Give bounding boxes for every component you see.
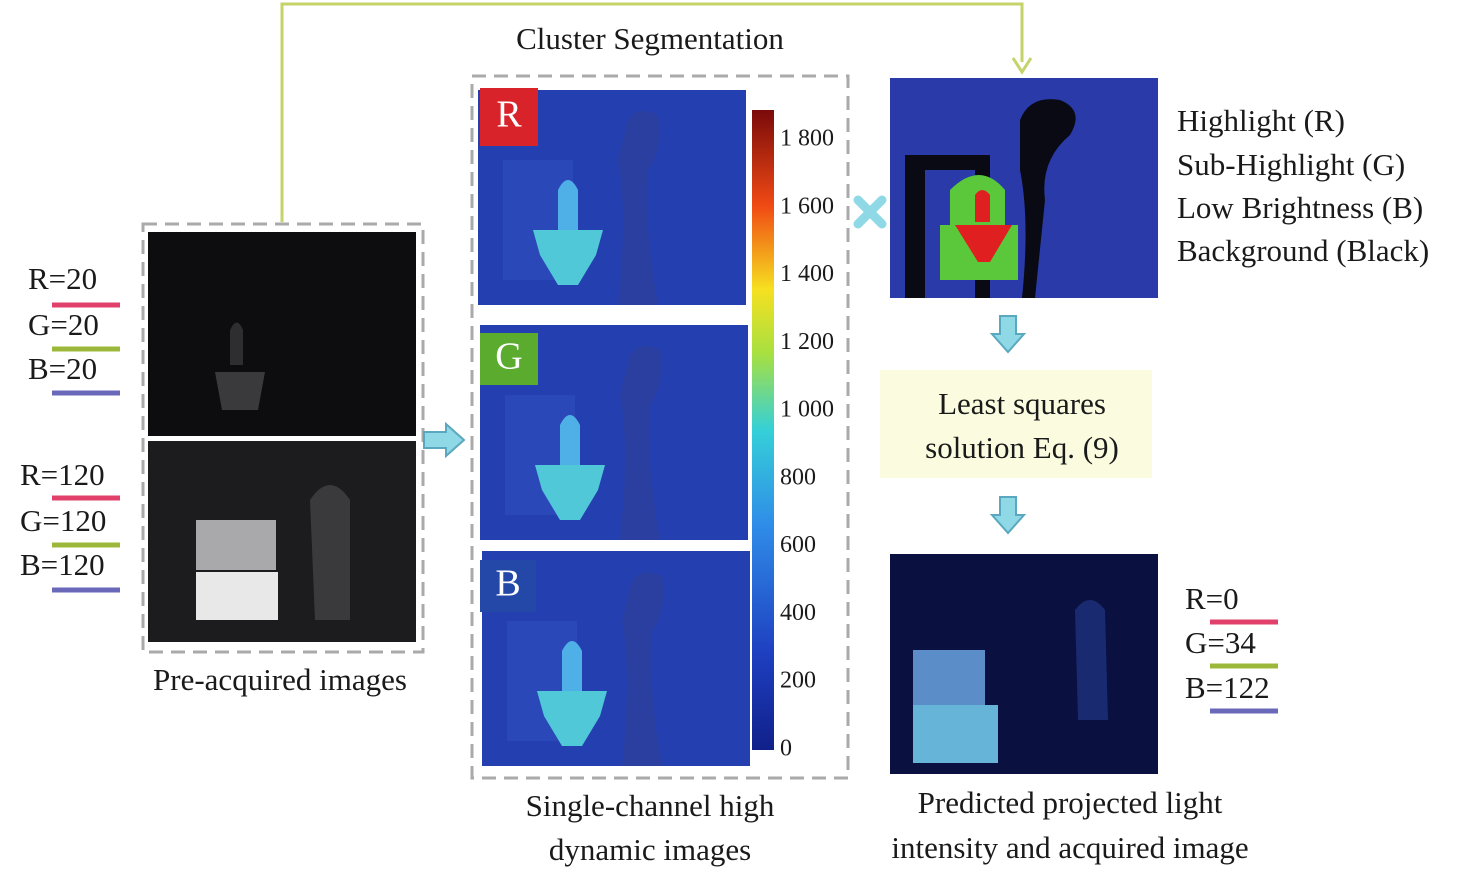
solver-text: solution Eq. (9) [925, 430, 1119, 465]
background-region [1020, 99, 1076, 298]
dim-object [230, 322, 243, 365]
bright-image [148, 441, 416, 642]
highlight-region [955, 225, 1012, 262]
colorbar-tick-label: 800 [780, 464, 816, 490]
predicted-background [1075, 600, 1108, 720]
label: G=120 [20, 503, 106, 538]
predicted-object [913, 650, 985, 705]
title: Cluster Segmentation [516, 21, 784, 56]
caption: Predicted projected light [918, 785, 1223, 820]
legend-entry: Low Brightness (B) [1177, 190, 1423, 225]
colorbar [752, 110, 774, 750]
predicted-object [913, 705, 998, 763]
label: G=34 [1185, 625, 1256, 660]
background-object [310, 485, 350, 620]
multiply-sign [853, 195, 887, 229]
dim-object [215, 372, 265, 410]
badge-label: B [495, 563, 520, 605]
colorbar-tick-label: 200 [780, 668, 816, 694]
bright-object [196, 520, 276, 570]
arrow [423, 421, 466, 459]
dark-image [148, 232, 416, 436]
caption: dynamic images [549, 832, 751, 867]
badge [480, 88, 538, 146]
feedback-arrowhead [1011, 57, 1033, 75]
highlight-region [975, 190, 990, 222]
legend-entry: Highlight (R) [1177, 103, 1345, 138]
badge [480, 333, 538, 385]
colorbar-tick-label: 1 800 [780, 126, 834, 152]
colorbar-tick-label: 0 [780, 736, 792, 762]
badge [480, 560, 536, 612]
feedback-line [280, 2, 1024, 222]
solver-text: Least squares [938, 386, 1106, 421]
dashed-frame [470, 74, 850, 780]
bright-object [196, 572, 278, 620]
colorbar-tick-label: 1 200 [780, 329, 834, 355]
label: B=120 [20, 547, 105, 582]
legend-entry: Background (Black) [1177, 233, 1429, 268]
arrow [989, 496, 1027, 535]
legend-entry: Sub-Highlight (G) [1177, 147, 1405, 182]
colorbar-tick-label: 600 [780, 532, 816, 558]
badge-label: R [496, 94, 522, 136]
colorbar-tick-label: 1 400 [780, 261, 834, 287]
caption: intensity and acquired image [891, 830, 1248, 865]
background-region [905, 155, 990, 298]
label: R=120 [20, 457, 105, 492]
arrow [989, 315, 1027, 354]
colorbar-tick-label: 1 600 [780, 193, 834, 219]
solver-box [880, 370, 1152, 478]
label: G=20 [28, 307, 99, 342]
caption: Single-channel high [526, 788, 775, 823]
label: B=20 [28, 351, 97, 386]
colorbar-tick-label: 400 [780, 600, 816, 626]
colorbar-tick-label: 1 000 [780, 397, 834, 423]
badge-label: G [495, 336, 522, 378]
label: R=0 [1185, 581, 1239, 616]
label: B=122 [1185, 670, 1270, 705]
label: R=20 [28, 261, 97, 296]
caption: Pre-acquired images [153, 662, 407, 697]
